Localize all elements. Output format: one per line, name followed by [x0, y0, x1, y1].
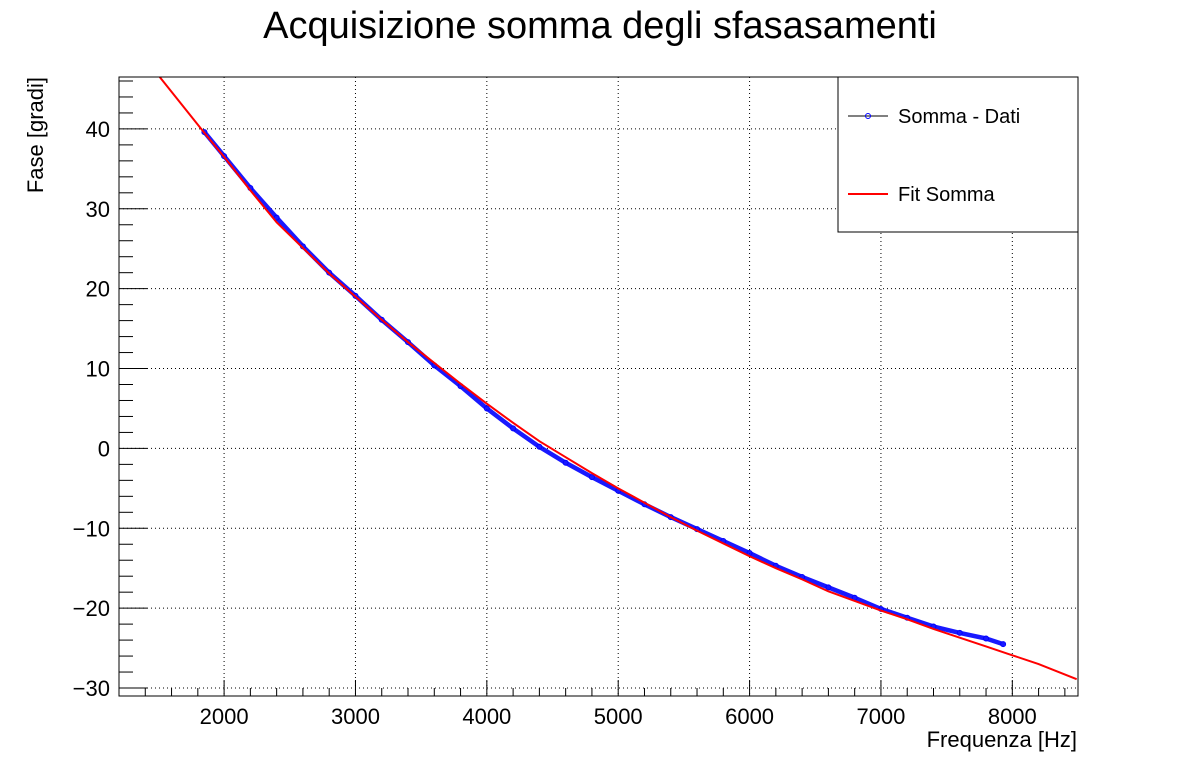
x-tick-label: 7000 [856, 704, 905, 729]
legend-box [837, 76, 1079, 233]
data-point [956, 629, 963, 636]
data-point [378, 316, 385, 323]
data-point [1000, 641, 1007, 648]
data-point [221, 153, 228, 160]
x-axis-title: Frequenza [Hz] [927, 727, 1077, 752]
data-point [667, 514, 674, 521]
data-point [536, 443, 543, 450]
y-tick-label: −20 [73, 596, 110, 621]
data-point [562, 459, 569, 466]
data-point [588, 474, 595, 481]
x-tick-label: 5000 [594, 704, 643, 729]
data-point [352, 292, 359, 299]
tick-labels: 2000 3000 4000 5000 6000 7000 8000 −30 −20 −10 0 10… [73, 117, 1037, 729]
legend-fit-label: Fit Somma [898, 184, 996, 206]
plot-frame [118, 76, 1079, 697]
y-tick-label: 20 [86, 277, 110, 302]
data-point [201, 129, 208, 136]
plot-content [158, 77, 1078, 681]
legend: Somma - Dati Fit Somma [837, 76, 1079, 233]
data-point [510, 425, 517, 432]
y-tick-label: 40 [86, 117, 110, 142]
y-tick-label: 0 [98, 436, 110, 461]
legend-data-label: Somma - Dati [898, 106, 1020, 128]
axis-ticks [118, 80, 1066, 696]
data-point [405, 339, 412, 346]
x-tick-label: 6000 [725, 704, 774, 729]
data-point [825, 584, 832, 591]
data-point [326, 269, 333, 276]
data-point [483, 405, 490, 412]
x-tick-label: 2000 [200, 704, 249, 729]
x-tick-label: 8000 [988, 704, 1037, 729]
y-tick-label: −10 [73, 516, 110, 541]
data-point [273, 214, 280, 221]
x-tick-label: 3000 [331, 704, 380, 729]
legend-data-swatch-marker [865, 113, 871, 119]
series-group [158, 77, 1078, 681]
y-tick-label: 30 [86, 197, 110, 222]
y-tick-label: −30 [73, 676, 110, 701]
y-tick-label: 10 [86, 357, 110, 382]
y-axis-title: Fase [gradi] [23, 77, 48, 193]
x-tick-label: 4000 [462, 704, 511, 729]
chart-title: Acquisizione somma degli sfasasamenti [263, 5, 937, 47]
fit-line [158, 77, 1078, 681]
data-point [983, 635, 990, 642]
